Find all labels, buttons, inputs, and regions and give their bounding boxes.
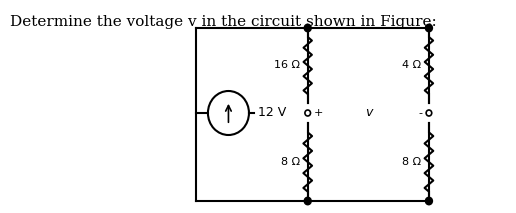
Circle shape	[304, 24, 311, 32]
Text: +: +	[314, 108, 324, 118]
Circle shape	[425, 24, 432, 32]
Text: -: -	[418, 108, 423, 118]
Text: 16 Ω: 16 Ω	[274, 60, 300, 71]
Text: 12 V: 12 V	[259, 106, 286, 119]
Text: 8 Ω: 8 Ω	[281, 157, 300, 167]
Text: 4 Ω: 4 Ω	[402, 60, 422, 71]
Text: Determine the voltage v in the circuit shown in Figure:: Determine the voltage v in the circuit s…	[10, 15, 437, 29]
Text: 8 Ω: 8 Ω	[402, 157, 422, 167]
Text: v: v	[365, 106, 372, 119]
Circle shape	[304, 197, 311, 205]
Circle shape	[425, 197, 432, 205]
